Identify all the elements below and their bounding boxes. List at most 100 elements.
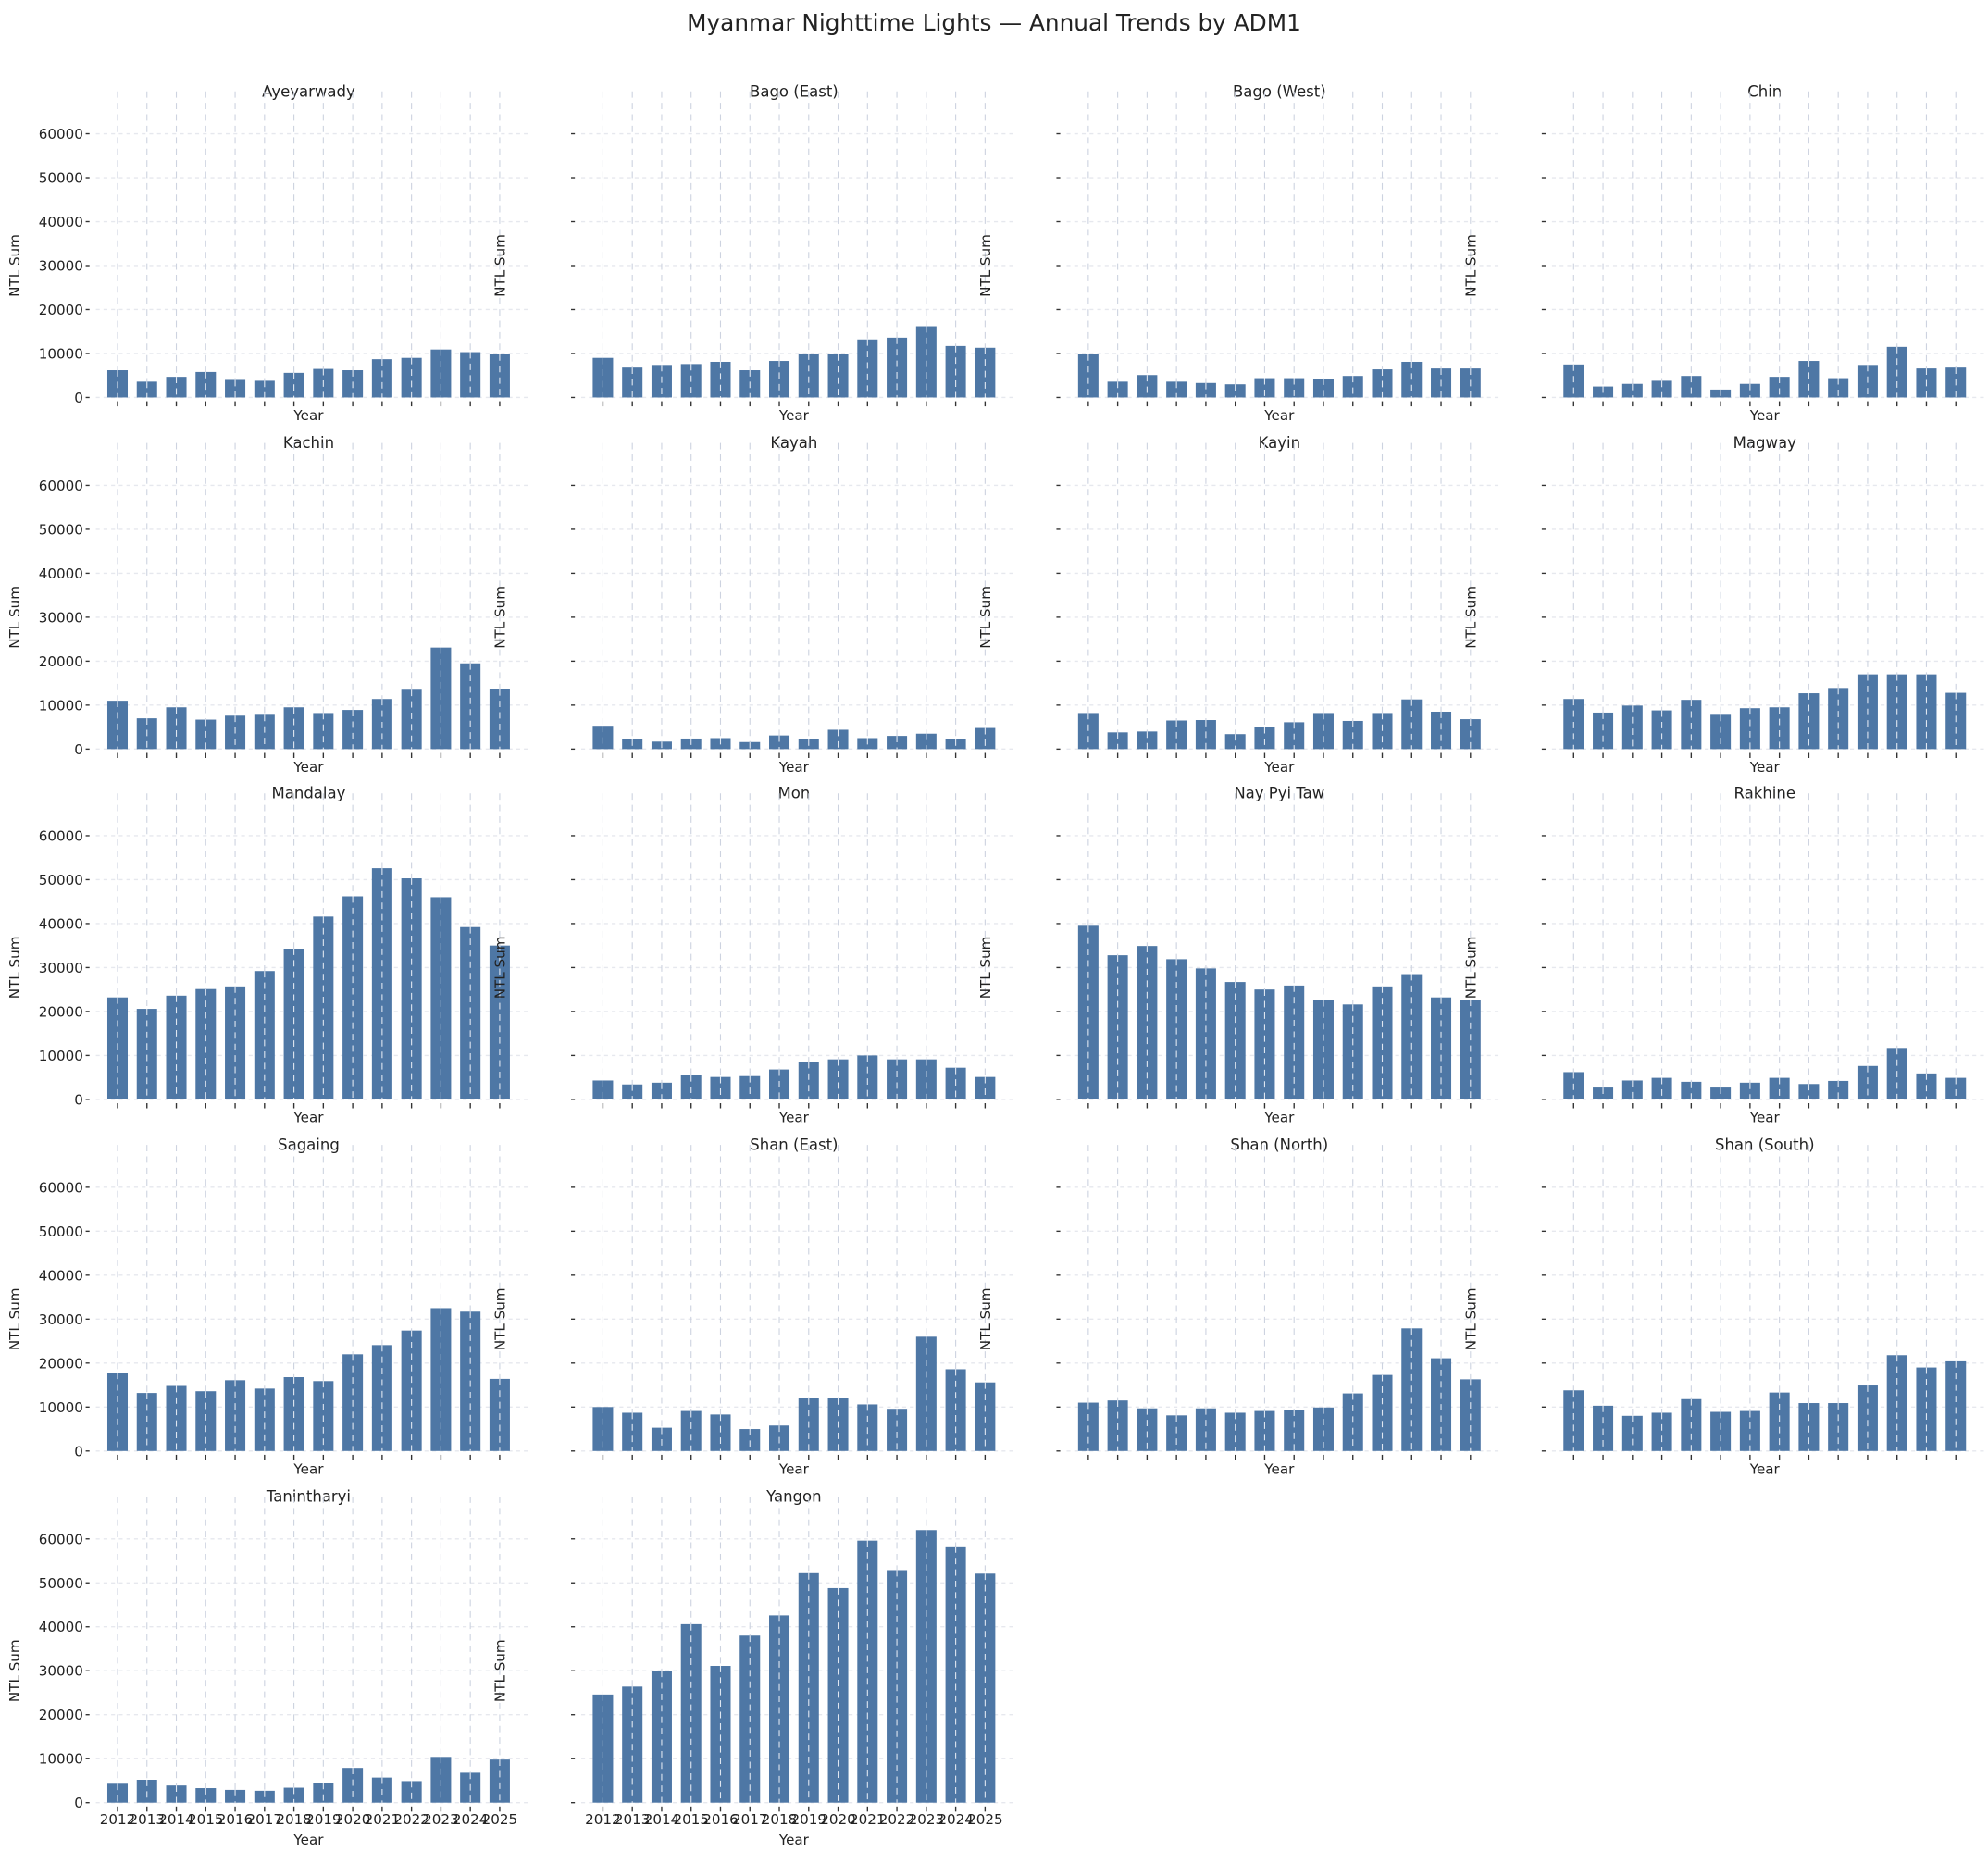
x-axis-label: Year xyxy=(1749,1110,1781,1126)
bar-2013 xyxy=(622,1412,643,1451)
bar-2016 xyxy=(710,1666,731,1803)
panel-title: Mon xyxy=(777,785,810,802)
x-axis-label: Year xyxy=(1263,1110,1295,1126)
y-axis-label: NTL Sum xyxy=(1462,234,1479,297)
x-axis-label: Year xyxy=(778,1110,810,1126)
bar-2019 xyxy=(313,916,334,1099)
bar-2014 xyxy=(1137,1408,1158,1451)
bar-2015 xyxy=(680,1410,702,1451)
y-tick-label: 40000 xyxy=(39,565,83,582)
panel-title: Bago (East) xyxy=(750,82,839,100)
y-tick-label: 0 xyxy=(74,1795,83,1811)
bar-2014 xyxy=(651,1671,672,1803)
bar-2013 xyxy=(1107,732,1128,750)
bar-2012 xyxy=(592,357,614,398)
bar-2015 xyxy=(195,988,217,1099)
bar-2019 xyxy=(798,1062,819,1099)
bar-2020 xyxy=(1312,1407,1334,1451)
bar-2021 xyxy=(1342,376,1363,398)
y-axis-label: NTL Sum xyxy=(1462,586,1479,649)
x-tick-label: 2018 xyxy=(276,1811,312,1828)
bar-2018 xyxy=(1254,378,1275,398)
bar-2012 xyxy=(592,1407,614,1451)
bar-2014 xyxy=(166,1785,187,1803)
bar-2018 xyxy=(283,1787,304,1803)
x-tick-label: 2012 xyxy=(100,1811,136,1828)
bar-2024 xyxy=(945,1369,966,1451)
bar-2019 xyxy=(1284,378,1305,398)
bar-2018 xyxy=(769,735,790,750)
bar-2021 xyxy=(1828,1080,1849,1099)
bar-2023 xyxy=(430,1757,452,1803)
panel-title: Shan (East) xyxy=(750,1137,838,1154)
bar-2017 xyxy=(1224,384,1246,398)
panel-mon: Mon Year NTL Sum xyxy=(491,785,1015,1126)
panel-title: Kayah xyxy=(770,434,817,452)
x-tick-label: 2025 xyxy=(482,1811,518,1828)
panel-title: Yangon xyxy=(765,1488,821,1506)
y-tick-label: 20000 xyxy=(39,302,83,318)
panel-title: Magway xyxy=(1733,434,1796,452)
bar-2020 xyxy=(1798,1084,1820,1099)
bar-2021 xyxy=(1828,688,1849,750)
bar-2012 xyxy=(592,1080,614,1099)
y-axis-label: NTL Sum xyxy=(6,1287,23,1350)
bar-2014 xyxy=(166,1385,187,1451)
x-axis-label: Year xyxy=(1263,1461,1295,1478)
bar-2025 xyxy=(489,689,510,750)
x-axis-label: Year xyxy=(778,1832,810,1848)
x-axis-label: Year xyxy=(292,759,324,776)
bar-2015 xyxy=(1651,710,1672,750)
panel-bago-east: Bago (East) Year NTL Sum xyxy=(491,82,1015,424)
bar-2016 xyxy=(225,1789,246,1803)
y-tick-label: 60000 xyxy=(39,1179,83,1196)
x-tick-label: 2024 xyxy=(938,1811,974,1828)
bar-2019 xyxy=(313,1783,334,1803)
x-axis-label: Year xyxy=(292,1110,324,1126)
bar-2025 xyxy=(975,1382,996,1451)
bar-2025 xyxy=(975,1076,996,1099)
x-tick-label: 2020 xyxy=(335,1811,371,1828)
bar-2014 xyxy=(1137,375,1158,398)
bar-2018 xyxy=(283,949,304,1099)
panel-shan-north: Shan (North) Year NTL Sum xyxy=(977,1137,1500,1478)
x-axis-label: Year xyxy=(1749,759,1781,776)
y-tick-label: 20000 xyxy=(39,1003,83,1020)
panel-kayah: Kayah Year NTL Sum xyxy=(491,434,1015,776)
y-tick-label: 60000 xyxy=(39,126,83,143)
x-axis-label: Year xyxy=(778,407,810,424)
bar-2012 xyxy=(1077,713,1099,750)
bar-2013 xyxy=(1593,712,1614,750)
y-tick-label: 0 xyxy=(74,390,83,406)
bar-2014 xyxy=(1137,946,1158,1099)
bar-2016 xyxy=(225,986,246,1099)
bar-2019 xyxy=(798,353,819,398)
panel-title: Kayin xyxy=(1259,434,1300,452)
panel-title: Ayeyarwady xyxy=(262,82,355,100)
y-axis-label: NTL Sum xyxy=(6,937,23,1000)
bar-2024 xyxy=(460,663,481,750)
panel-tanintharyi: Tanintharyi 0 10000 20000 30000 40000 50000 600… xyxy=(6,1488,529,1848)
bar-2017 xyxy=(1224,1412,1246,1451)
bar-2022 xyxy=(887,1409,908,1451)
x-axis-label: Year xyxy=(1263,407,1295,424)
x-tick-label: 2012 xyxy=(585,1811,621,1828)
y-axis-label: NTL Sum xyxy=(491,234,508,297)
bar-2020 xyxy=(827,729,849,750)
bar-2012 xyxy=(1077,354,1099,398)
bar-2015 xyxy=(195,1788,217,1803)
bar-2014 xyxy=(166,707,187,750)
y-axis-label: NTL Sum xyxy=(491,586,508,649)
bar-2018 xyxy=(1739,383,1760,398)
y-axis-label: NTL Sum xyxy=(977,586,994,649)
bar-2015 xyxy=(1651,380,1672,398)
bar-2019 xyxy=(1284,1410,1305,1451)
y-tick-label: 50000 xyxy=(39,1575,83,1592)
panel-rakhine: Rakhine Year NTL Sum xyxy=(1462,785,1985,1126)
y-tick-label: 50000 xyxy=(39,1224,83,1240)
y-tick-label: 10000 xyxy=(39,1048,83,1064)
y-tick-label: 30000 xyxy=(39,257,83,274)
bar-2024 xyxy=(1431,711,1452,750)
bar-2016 xyxy=(710,1076,731,1099)
x-tick-label: 2017 xyxy=(732,1811,768,1828)
